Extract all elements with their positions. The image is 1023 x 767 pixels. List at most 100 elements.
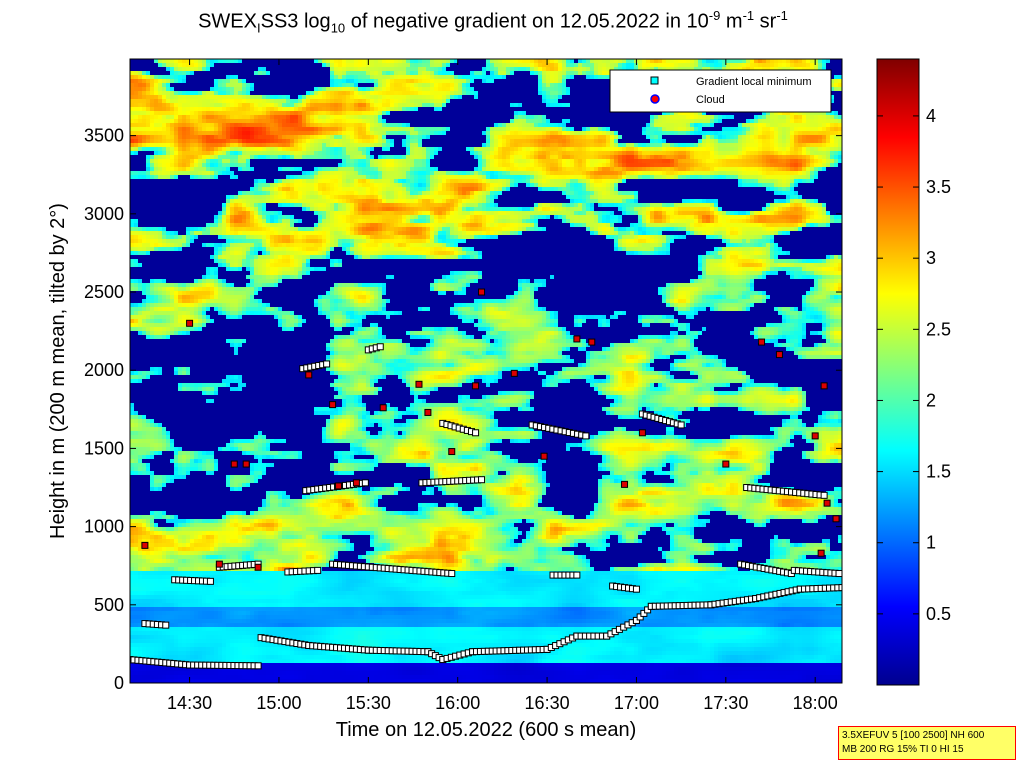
heatmap-cell <box>490 155 495 160</box>
heatmap-cell <box>218 143 223 148</box>
heatmap-cell <box>798 155 803 160</box>
heatmap-cell <box>550 75 555 80</box>
heatmap-cell <box>534 67 539 72</box>
heatmap-cell <box>290 155 295 160</box>
heatmap-cell <box>450 135 455 140</box>
heatmap-cell <box>582 71 587 76</box>
heatmap-cell <box>834 163 839 168</box>
heatmap-cell <box>762 147 767 152</box>
heatmap-cell <box>606 115 611 120</box>
heatmap-cell <box>366 159 371 164</box>
heatmap-cell <box>502 123 507 128</box>
heatmap-cell <box>590 91 595 96</box>
heatmap-cell <box>562 159 567 164</box>
heatmap-cell <box>546 143 551 148</box>
heatmap-cell <box>650 155 655 160</box>
heatmap-cell <box>422 127 427 132</box>
heatmap-cell <box>230 119 235 124</box>
heatmap-cell <box>162 111 167 116</box>
heatmap-cell <box>158 143 163 148</box>
heatmap-cell <box>382 79 387 84</box>
heatmap-cell <box>550 127 555 132</box>
heatmap-cell <box>798 151 803 156</box>
heatmap-cell <box>834 167 839 172</box>
heatmap-cell <box>162 79 167 84</box>
heatmap-cell <box>342 107 347 112</box>
heatmap-cell <box>706 143 711 148</box>
heatmap-cell <box>318 71 323 76</box>
heatmap-cell <box>514 163 519 168</box>
heatmap-cell <box>406 159 411 164</box>
heatmap-cell <box>342 79 347 84</box>
heatmap-cell <box>254 155 259 160</box>
heatmap-cell <box>798 147 803 152</box>
heatmap-cell <box>282 135 287 140</box>
heatmap-cell <box>614 131 619 136</box>
heatmap-cell <box>174 131 179 136</box>
heatmap-cell <box>742 167 747 172</box>
heatmap-cell <box>150 131 155 136</box>
heatmap-cell <box>254 83 259 88</box>
heatmap-cell <box>642 155 647 160</box>
heatmap-cell <box>398 107 403 112</box>
heatmap-cell <box>578 83 583 88</box>
heatmap-cell <box>138 99 143 104</box>
heatmap-cell <box>822 123 827 128</box>
heatmap-cell <box>690 59 695 64</box>
heatmap-cell <box>566 59 571 64</box>
heatmap-cell <box>190 127 195 132</box>
heatmap-cell <box>138 167 143 172</box>
heatmap-cell <box>538 131 543 136</box>
heatmap-cell <box>178 79 183 84</box>
heatmap-cell <box>598 163 603 168</box>
heatmap-cell <box>502 115 507 120</box>
heatmap-cell <box>474 103 479 108</box>
heatmap-cell <box>366 99 371 104</box>
heatmap-cell <box>306 111 311 116</box>
heatmap-cell <box>526 131 531 136</box>
heatmap-cell <box>406 139 411 144</box>
heatmap-cell <box>618 127 623 132</box>
heatmap-cell <box>550 95 555 100</box>
heatmap-cell <box>726 59 731 64</box>
heatmap-cell <box>138 143 143 148</box>
heatmap-cell <box>298 59 303 64</box>
heatmap-cell <box>454 139 459 144</box>
heatmap-cell <box>258 91 263 96</box>
heatmap-cell <box>186 131 191 136</box>
heatmap-cell <box>306 119 311 124</box>
heatmap-cell <box>378 91 383 96</box>
heatmap-cell <box>578 103 583 108</box>
heatmap-cell <box>686 135 691 140</box>
heatmap-cell <box>478 167 483 172</box>
heatmap-cell <box>642 131 647 136</box>
heatmap-cell <box>594 91 599 96</box>
heatmap-cell <box>306 139 311 144</box>
heatmap-cell <box>482 135 487 140</box>
heatmap-cell <box>154 143 159 148</box>
heatmap-cell <box>490 83 495 88</box>
heatmap-cell <box>802 147 807 152</box>
heatmap-cell <box>422 135 427 140</box>
heatmap-cell <box>150 171 155 176</box>
heatmap-cell <box>462 87 467 92</box>
heatmap-cell <box>302 131 307 136</box>
heatmap-cell <box>746 155 751 160</box>
heatmap-cell <box>654 139 659 144</box>
heatmap-cell <box>270 67 275 72</box>
heatmap-cell <box>550 103 555 108</box>
heatmap-cell <box>674 167 679 172</box>
heatmap-cell <box>414 79 419 84</box>
heatmap-cell <box>782 143 787 148</box>
heatmap-cell <box>766 135 771 140</box>
heatmap-cell <box>266 75 271 80</box>
heatmap-cell <box>198 155 203 160</box>
heatmap-cell <box>254 75 259 80</box>
heatmap-cell <box>770 159 775 164</box>
heatmap-cell <box>458 91 463 96</box>
heatmap-cell <box>138 135 143 140</box>
heatmap-cell <box>422 75 427 80</box>
heatmap-cell <box>306 131 311 136</box>
heatmap-cell <box>606 155 611 160</box>
